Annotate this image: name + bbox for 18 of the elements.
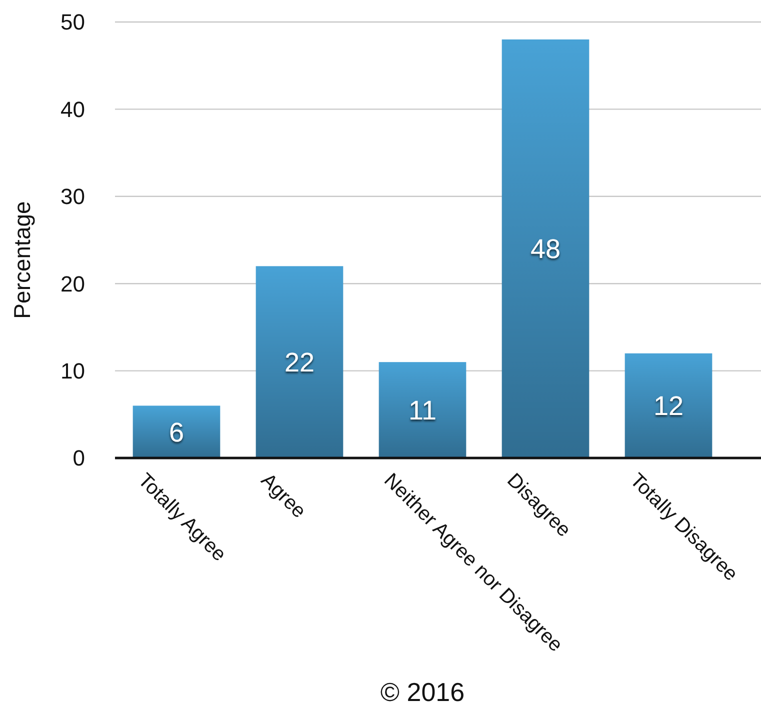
data-label: 22 [284, 348, 315, 378]
bar [502, 39, 590, 458]
y-tick-label: 20 [60, 271, 85, 296]
bar [624, 353, 712, 458]
y-tick-label: 40 [60, 96, 85, 122]
bar [378, 362, 466, 458]
y-axis-title: Percentage [9, 201, 35, 319]
data-label: 12 [653, 391, 684, 422]
y-tick-label: 10 [60, 358, 85, 384]
data-label: 48 [530, 234, 561, 264]
bar [256, 266, 344, 458]
y-tick-label: 50 [60, 10, 85, 35]
text: © 2016 [380, 677, 465, 707]
data-label: 11 [408, 395, 437, 426]
y-tick-label: 30 [60, 184, 85, 210]
y-tick-label: 0 [72, 446, 85, 471]
bar [132, 406, 220, 458]
data-label: 6 [168, 417, 184, 448]
